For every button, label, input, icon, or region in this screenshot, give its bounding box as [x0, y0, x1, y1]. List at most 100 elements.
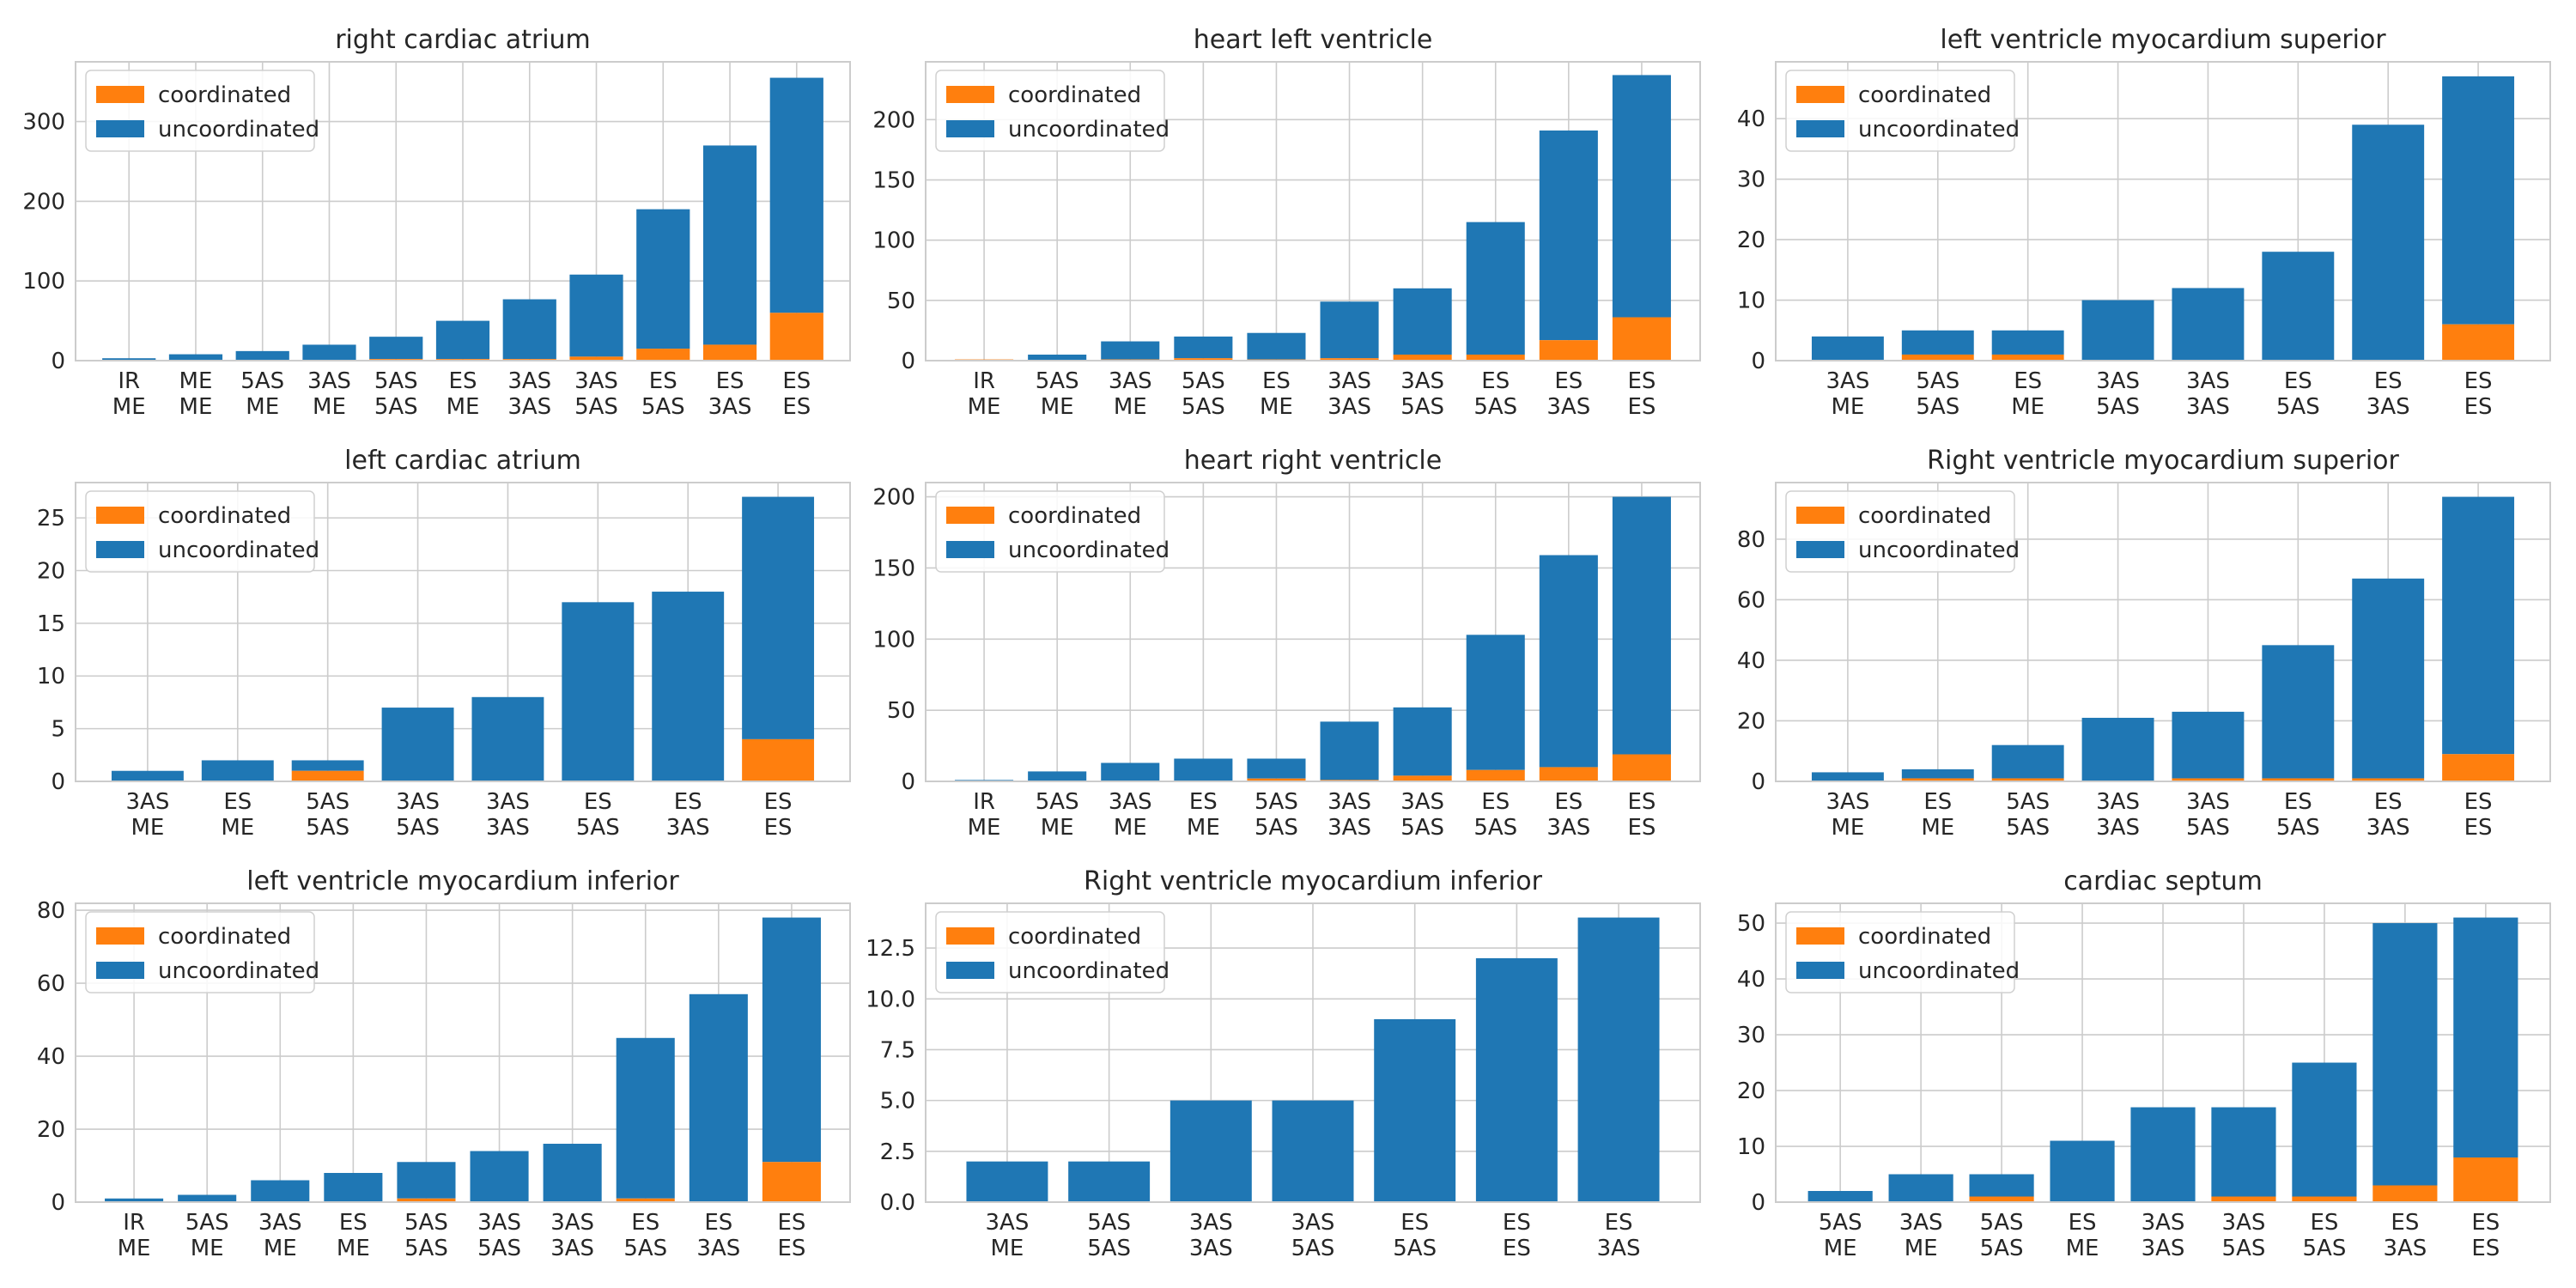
legend-swatch-uncoordinated	[1796, 962, 1844, 979]
x-tick-label: 5AS	[1916, 368, 1959, 394]
x-tick-label: ME	[991, 1236, 1024, 1261]
bar-uncoordinated	[1466, 222, 1525, 355]
x-tick-label: ES	[223, 789, 252, 815]
y-tick-label: 40	[37, 1044, 65, 1070]
x-tick-label: IR	[118, 368, 140, 394]
x-tick-label: 5AS	[1473, 815, 1517, 841]
bar-uncoordinated	[2372, 923, 2438, 1186]
x-tick-label: 5AS	[1182, 394, 1225, 420]
bar-coordinated	[1612, 754, 1671, 781]
y-tick-label: 100	[872, 228, 915, 254]
x-tick-label: ME	[1114, 394, 1147, 420]
x-tick-label: ME	[1041, 815, 1074, 841]
bar-uncoordinated	[2081, 717, 2154, 781]
y-tick-label: 0	[1751, 1190, 1765, 1216]
x-tick-label: ME	[2011, 394, 2044, 420]
bar-uncoordinated	[502, 299, 556, 360]
x-tick-label: ME	[118, 1236, 151, 1261]
x-tick-label: 3AS	[1400, 368, 1444, 394]
x-tick-label: ES	[782, 394, 811, 420]
bar-coordinated	[1393, 775, 1452, 781]
chart-title: Right ventricle myocardium inferior	[1084, 866, 1543, 896]
bar-uncoordinated	[1101, 762, 1160, 781]
y-tick-label: 0	[1751, 349, 1765, 374]
bar-uncoordinated	[689, 993, 748, 1202]
x-tick-label: ES	[2471, 1236, 2500, 1261]
x-tick-label: 5AS	[306, 789, 349, 815]
x-tick-label: 5AS	[2186, 815, 2230, 841]
legend-swatch-coordinated	[946, 927, 994, 945]
x-tick-label: ES	[1481, 368, 1510, 394]
bar-uncoordinated	[2262, 252, 2335, 361]
x-tick-label: 5AS	[2096, 394, 2140, 420]
chart-panel-9: 010203040505ASME3ASME5AS5ASESME3AS3AS3AS…	[1737, 866, 2551, 1261]
legend-label-uncoordinated: uncoordinated	[1858, 958, 2020, 984]
bar-uncoordinated	[1539, 130, 1598, 341]
bar-uncoordinated	[569, 274, 623, 357]
bar-uncoordinated	[543, 1144, 602, 1202]
x-tick-label: ES	[1503, 1210, 1531, 1236]
x-tick-label: ME	[337, 1236, 370, 1261]
x-tick-label: 3AS	[486, 789, 530, 815]
bar-uncoordinated	[2352, 578, 2425, 779]
bar-coordinated	[1466, 769, 1525, 781]
x-tick-label: ES	[2310, 1210, 2338, 1236]
x-tick-label: 3AS	[2142, 1236, 2185, 1261]
legend: coordinated uncoordinated	[1785, 490, 2020, 573]
legend-swatch-uncoordinated	[946, 541, 994, 558]
x-tick-label: 3AS	[986, 1210, 1030, 1236]
x-tick-label: 5AS	[374, 368, 418, 394]
bar-uncoordinated	[2453, 917, 2518, 1158]
y-tick-label: 30	[1737, 1023, 1765, 1048]
x-tick-label: 3AS	[550, 1236, 594, 1261]
bar-coordinated	[1466, 354, 1525, 361]
bar-uncoordinated	[1101, 341, 1160, 360]
bar-uncoordinated	[1393, 707, 1452, 776]
bar-coordinated	[2453, 1157, 2518, 1202]
legend-label-coordinated: coordinated	[1008, 82, 1141, 108]
x-tick-label: 3AS	[486, 815, 530, 841]
chart-title: left ventricle myocardium inferior	[246, 866, 679, 896]
x-tick-label: 5AS	[576, 815, 620, 841]
legend-label-coordinated: coordinated	[1008, 503, 1141, 529]
chart-panel-4: 05101520253ASMEESME5AS5AS3AS5AS3AS3ASES5…	[37, 446, 851, 841]
x-tick-label: 5AS	[374, 394, 418, 420]
x-tick-label: ME	[179, 368, 213, 394]
bar-uncoordinated	[235, 350, 289, 361]
bar-uncoordinated	[652, 592, 725, 781]
x-tick-label: ME	[1187, 815, 1220, 841]
y-tick-label: 50	[887, 698, 915, 724]
bar-coordinated	[1901, 778, 1974, 781]
x-tick-label: ES	[2464, 394, 2493, 420]
bar-uncoordinated	[251, 1180, 310, 1202]
x-tick-label: 5AS	[623, 1236, 667, 1261]
legend-swatch-uncoordinated	[96, 962, 144, 979]
chart-panel-1: 0100200300IRMEMEME5ASME3ASME5AS5ASESME3A…	[22, 25, 851, 420]
x-tick-label: ME	[968, 394, 1001, 420]
bar-uncoordinated	[1901, 769, 1974, 779]
bar-uncoordinated	[1539, 555, 1598, 768]
bar-uncoordinated	[636, 209, 690, 349]
y-tick-label: 0	[51, 349, 65, 374]
x-tick-label: 5AS	[404, 1236, 448, 1261]
x-tick-label: ME	[1831, 815, 1864, 841]
x-tick-label: 5AS	[2006, 789, 2050, 815]
x-tick-label: ME	[1041, 394, 1074, 420]
x-tick-label: 5AS	[1400, 394, 1444, 420]
bar-uncoordinated	[168, 354, 223, 361]
x-tick-label: 5AS	[396, 815, 440, 841]
x-tick-label: ME	[112, 394, 146, 420]
x-tick-label: ES	[2464, 789, 2493, 815]
bar-uncoordinated	[201, 760, 274, 781]
y-tick-label: 0	[51, 1190, 65, 1216]
legend-label-uncoordinated: uncoordinated	[158, 958, 319, 984]
x-tick-label: ES	[1554, 368, 1583, 394]
x-tick-label: 3AS	[1899, 1210, 1943, 1236]
legend-swatch-uncoordinated	[1796, 120, 1844, 137]
bar-coordinated	[2442, 324, 2515, 361]
y-tick-label: 0.0	[880, 1190, 915, 1216]
x-tick-label: 5AS	[1087, 1210, 1131, 1236]
chart-panel-2: 050100150200IRME5ASME3ASME5AS5ASESME3AS3…	[872, 25, 1701, 420]
bar-coordinated	[2292, 1196, 2357, 1202]
x-tick-label: ES	[1554, 789, 1583, 815]
